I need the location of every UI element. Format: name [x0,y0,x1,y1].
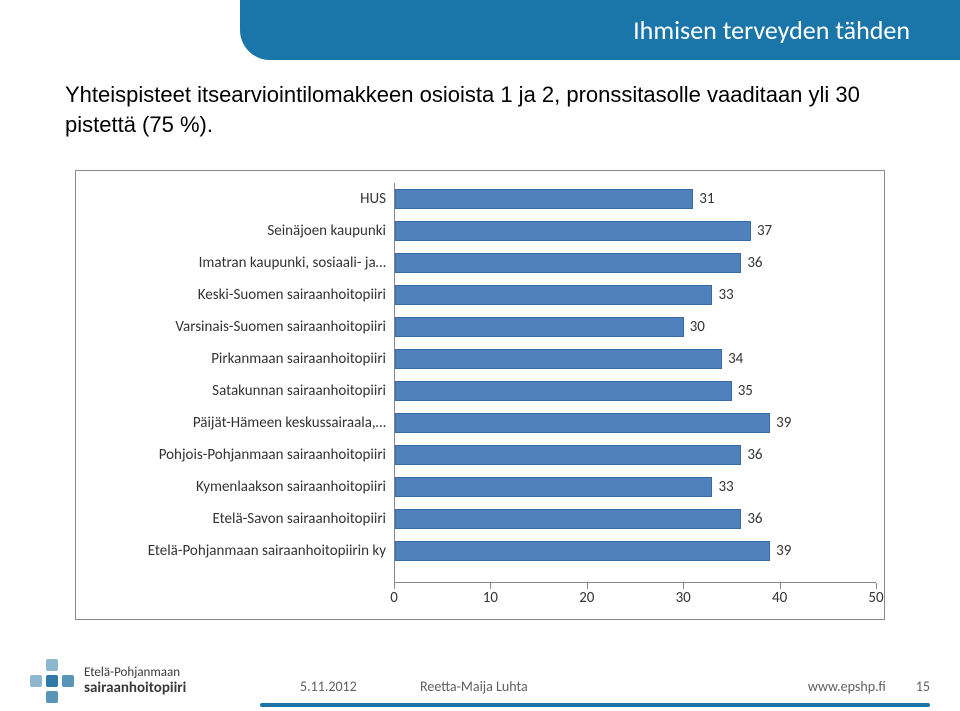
chart-category-label: Keski-Suomen sairaanhoitopiiri [84,279,394,311]
chart-category-label: Etelä-Pohjanmaan sairaanhoitopiirin ky [84,535,394,567]
chart-category-label: Imatran kaupunki, sosiaali- ja… [84,247,394,279]
chart-bar-value-label: 37 [757,222,772,240]
chart-x-tick-label: 0 [390,589,398,607]
header-tagline: Ihmisen terveyden tähden [633,14,910,46]
chart-bar [395,349,722,369]
chart-x-tick-label: 40 [772,589,787,607]
chart-bar-row: 36 [395,503,876,535]
chart-bar-value-label: 31 [699,190,714,208]
chart-bar [395,445,741,465]
logo-text: Etelä-Pohjanmaan sairaanhoitopiiri [84,666,186,697]
chart-bar-row: 37 [395,215,876,247]
logo-line2: sairaanhoitopiiri [84,680,186,697]
chart-bar [395,477,712,497]
chart-category-label: Satakunnan sairaanhoitopiiri [84,375,394,407]
chart-category-label: Seinäjoen kaupunki [84,215,394,247]
chart-bar-row: 39 [395,535,876,567]
org-logo: Etelä-Pohjanmaan sairaanhoitopiiri [30,659,186,703]
chart-bar-value-label: 36 [747,510,762,528]
chart-bar-row: 36 [395,247,876,279]
footer-meta: 5.11.2012 Reetta-Maija Luhta www.epshp.f… [300,678,930,695]
chart-category-label: Pirkanmaan sairaanhoitopiiri [84,343,394,375]
chart-bar-row: 31 [395,183,876,215]
chart-bar-row: 33 [395,279,876,311]
chart-bar-value-label: 36 [747,254,762,272]
chart-bar-value-label: 39 [776,542,791,560]
header-band: Ihmisen terveyden tähden [240,0,960,60]
footer-url: www.epshp.fi [808,678,886,695]
chart-bar-value-label: 33 [718,478,733,496]
slide-title: Yhteispisteet itsearviointilomakkeen osi… [65,80,900,139]
chart-category-label: HUS [84,183,394,215]
chart-x-tick-label: 30 [676,589,691,607]
chart-category-label: Varsinais-Suomen sairaanhoitopiiri [84,311,394,343]
chart-category-label: Kymenlaakson sairaanhoitopiiri [84,471,394,503]
footer-rule [260,703,930,707]
chart-x-tick-label: 20 [579,589,594,607]
chart-bar-value-label: 30 [690,318,705,336]
chart-category-label: Etelä-Savon sairaanhoitopiiri [84,503,394,535]
footer-date: 5.11.2012 [300,678,420,695]
chart-bar-row: 35 [395,375,876,407]
chart-bar-value-label: 39 [776,414,791,432]
chart-x-axis: 01020304050 [394,583,876,611]
chart-category-label: Pohjois-Pohjanmaan sairaanhoitopiiri [84,439,394,471]
footer-author: Reetta-Maija Luhta [420,678,528,695]
chart-bar-row: 34 [395,343,876,375]
chart-category-label: Päijät-Hämeen keskussairaala,… [84,407,394,439]
chart-bar-row: 39 [395,407,876,439]
chart-bar [395,509,741,529]
footer: Etelä-Pohjanmaan sairaanhoitopiiri 5.11.… [0,651,960,711]
chart-bar [395,285,712,305]
chart-y-labels: HUSSeinäjoen kaupunkiImatran kaupunki, s… [84,183,394,611]
chart-bar [395,189,693,209]
chart-bar-row: 33 [395,471,876,503]
chart-bar [395,317,684,337]
logo-line1: Etelä-Pohjanmaan [84,666,186,680]
chart-bar-value-label: 33 [718,286,733,304]
logo-mark-icon [30,659,74,703]
chart-bar-value-label: 34 [728,350,743,368]
chart-bar-row: 36 [395,439,876,471]
chart-x-tick-label: 50 [868,589,883,607]
chart-container: HUSSeinäjoen kaupunkiImatran kaupunki, s… [75,170,885,620]
chart-bar [395,541,770,561]
chart-bar [395,381,732,401]
chart-bar-value-label: 36 [747,446,762,464]
chart-bar-row: 30 [395,311,876,343]
chart-bar [395,221,751,241]
chart-bar [395,413,770,433]
chart-plot-area: 313736333034353936333639 01020304050 [394,183,876,611]
chart-bar-value-label: 35 [738,382,753,400]
chart-bar [395,253,741,273]
chart-x-tick-label: 10 [483,589,498,607]
chart-bars-region: 31 37 36 33 30 34 35 39 36 33 36 39 [394,183,876,583]
footer-page: 15 [916,678,930,695]
